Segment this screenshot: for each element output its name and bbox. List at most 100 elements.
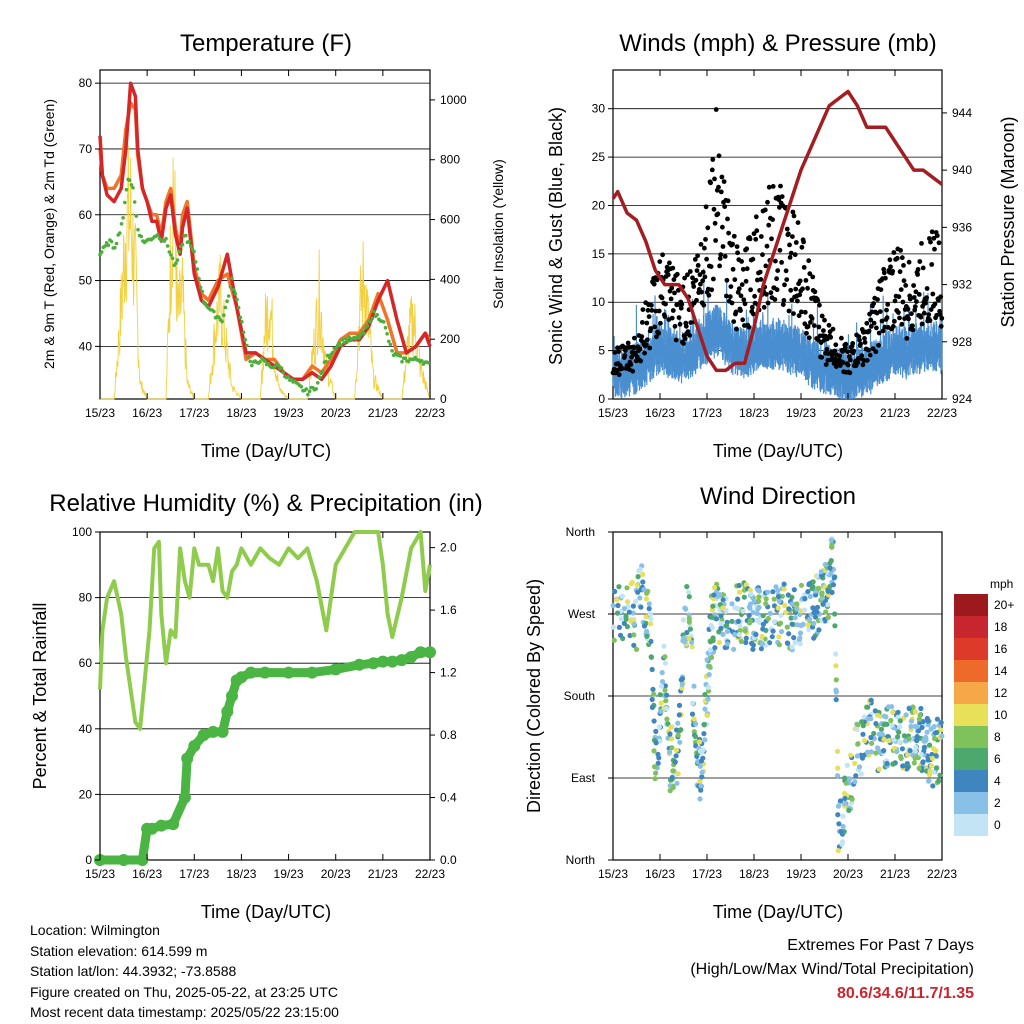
gust-point bbox=[929, 262, 935, 267]
gust-point bbox=[742, 301, 748, 307]
direction-point bbox=[837, 798, 844, 804]
y-tick-label: 10 bbox=[592, 295, 606, 309]
x-tick-label: 22/23 bbox=[415, 867, 445, 881]
direction-point bbox=[772, 619, 778, 625]
direction-point bbox=[827, 565, 833, 571]
gust-point bbox=[612, 350, 618, 355]
gust-point bbox=[706, 292, 712, 298]
direction-point bbox=[697, 763, 703, 769]
gust-point bbox=[832, 348, 838, 354]
direction-point bbox=[680, 617, 687, 623]
dewpoint-point bbox=[307, 389, 312, 394]
gust-point bbox=[616, 349, 621, 354]
y-tick-label: 0 bbox=[85, 853, 92, 867]
direction-point bbox=[814, 604, 821, 610]
gust-point bbox=[897, 315, 902, 321]
direction-point bbox=[807, 593, 813, 600]
legend-label: 12 bbox=[994, 686, 1008, 700]
legend-label: 10 bbox=[994, 708, 1008, 722]
dewpoint-point bbox=[235, 297, 239, 302]
precipitation-point bbox=[405, 651, 418, 663]
direction-point bbox=[875, 745, 881, 751]
direction-point bbox=[619, 593, 626, 599]
direction-point bbox=[930, 746, 937, 752]
direction-point bbox=[735, 596, 741, 602]
gust-point bbox=[828, 357, 834, 363]
gust-point bbox=[920, 303, 925, 309]
x-tick-label: 16/23 bbox=[132, 406, 162, 420]
direction-point bbox=[878, 726, 885, 732]
direction-point bbox=[711, 585, 718, 591]
dewpoint-point bbox=[240, 320, 244, 324]
direction-point bbox=[702, 692, 708, 698]
y2-tick-label: 1000 bbox=[440, 93, 467, 107]
gust-point bbox=[840, 360, 846, 365]
direction-point bbox=[833, 697, 839, 703]
gust-point bbox=[797, 292, 803, 298]
direction-point bbox=[756, 604, 762, 610]
direction-point bbox=[698, 787, 704, 793]
direction-point bbox=[718, 620, 724, 627]
gust-point bbox=[660, 252, 665, 258]
direction-point bbox=[784, 640, 791, 646]
gust-point bbox=[915, 272, 920, 277]
direction-point bbox=[646, 601, 652, 607]
direction-point bbox=[673, 747, 680, 753]
gust-point bbox=[806, 335, 812, 341]
direction-point bbox=[822, 561, 828, 568]
gust-point bbox=[786, 231, 791, 237]
y2-tick-label: 1.6 bbox=[440, 603, 457, 617]
direction-point bbox=[794, 606, 800, 612]
gust-point bbox=[878, 287, 884, 292]
legend-label: 14 bbox=[994, 664, 1008, 678]
gust-point bbox=[619, 366, 625, 371]
direction-point bbox=[753, 631, 759, 638]
direction-point bbox=[691, 716, 697, 722]
gust-point bbox=[765, 300, 771, 306]
gust-point bbox=[859, 353, 865, 359]
direction-point bbox=[635, 574, 641, 580]
gust-point bbox=[679, 302, 685, 307]
direction-point bbox=[825, 588, 831, 595]
direction-point bbox=[655, 751, 661, 757]
gust-point bbox=[912, 304, 918, 309]
direction-point bbox=[630, 603, 637, 609]
direction-point bbox=[907, 748, 913, 754]
gust-point bbox=[929, 229, 935, 235]
gust-point bbox=[795, 220, 801, 226]
direction-point bbox=[616, 584, 622, 590]
direction-point bbox=[621, 606, 628, 612]
direction-point bbox=[869, 740, 875, 746]
direction-point bbox=[835, 812, 841, 818]
direction-point bbox=[889, 722, 895, 728]
gust-point bbox=[682, 336, 688, 341]
direction-point bbox=[810, 584, 816, 590]
direction-point bbox=[789, 621, 795, 627]
pressure-line bbox=[611, 89, 944, 373]
gust-point bbox=[873, 349, 879, 355]
gust-point bbox=[826, 322, 832, 328]
gust-point bbox=[807, 271, 813, 277]
dewpoint-point bbox=[314, 387, 319, 391]
gust-point bbox=[639, 320, 645, 325]
x-tick-label: 17/23 bbox=[179, 406, 209, 420]
direction-point bbox=[903, 712, 909, 718]
x-tick-label: 20/23 bbox=[833, 406, 863, 420]
gust-point bbox=[702, 274, 708, 280]
gust-point bbox=[694, 268, 700, 273]
gust-point bbox=[753, 236, 759, 242]
gust-point bbox=[824, 346, 830, 352]
direction-point bbox=[675, 720, 681, 726]
gust-point bbox=[736, 286, 742, 292]
gust-point bbox=[671, 277, 677, 282]
extremes-heading: Extremes For Past 7 Days bbox=[787, 937, 974, 954]
direction-point bbox=[641, 623, 648, 629]
temperature-ylabel: 2m & 9m T (Red, Orange) & 2m Td (Green) bbox=[41, 99, 57, 369]
direction-point bbox=[911, 760, 917, 766]
direction-point bbox=[710, 635, 716, 641]
y-tick-label: 15 bbox=[592, 247, 606, 261]
dewpoint-point bbox=[362, 331, 366, 336]
gust-point bbox=[924, 286, 930, 291]
direction-point bbox=[708, 622, 714, 629]
gust-point bbox=[913, 289, 919, 295]
